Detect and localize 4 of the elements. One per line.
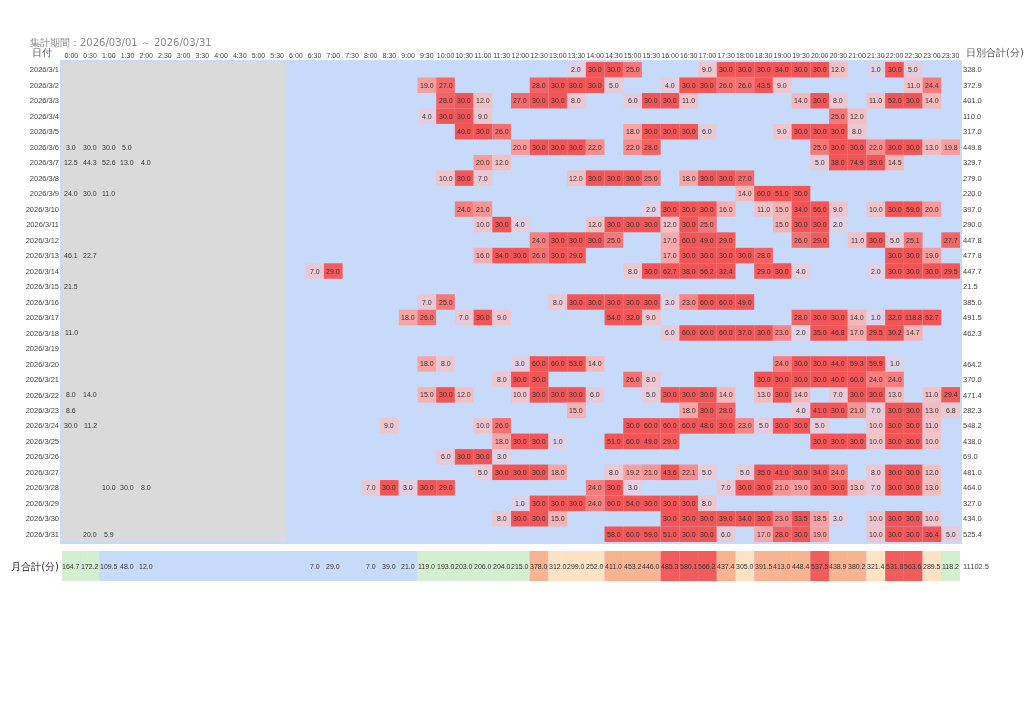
y-tick-label: 月合計(分) bbox=[11, 560, 60, 572]
y-axis-title: 日付 bbox=[32, 47, 52, 58]
y2-axis-title: 日別合計(分) bbox=[966, 47, 1024, 58]
chart-title: 集計期間：2026/03/01 ～ 2026/03/31 bbox=[30, 36, 212, 48]
